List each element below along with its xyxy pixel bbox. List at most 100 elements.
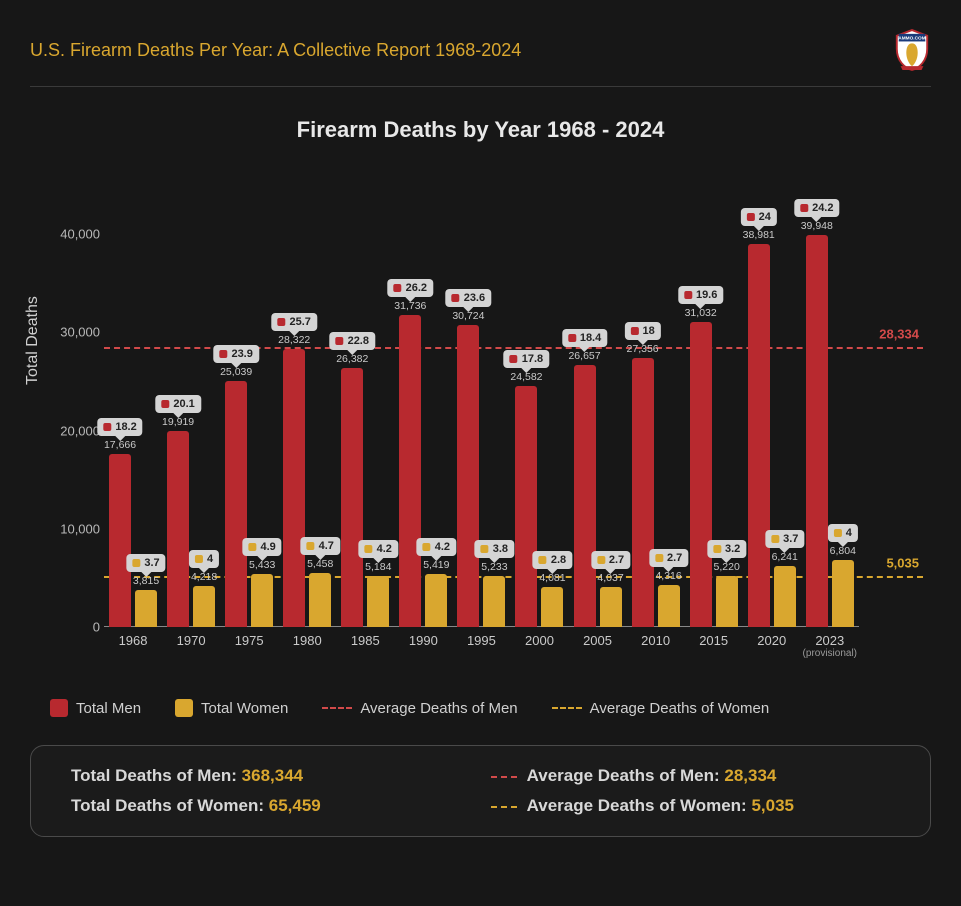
tooltip-men-rate: 24 xyxy=(759,211,771,223)
legend-avg-men-label: Average Deaths of Men xyxy=(360,700,517,717)
tooltip-women-rate: 4.7 xyxy=(319,540,334,552)
tooltip-women-rate: 4 xyxy=(846,527,852,539)
year-group: 26,38222.85,1844.2 xyxy=(337,195,393,627)
x-tick: 1975 xyxy=(221,633,277,659)
tooltip-men-rate: 17.8 xyxy=(522,353,543,365)
legend-men: Total Men xyxy=(50,699,141,717)
bar-men-tooltip: 19.6 xyxy=(678,286,723,304)
tooltip-swatch-icon xyxy=(219,350,227,358)
summary-total-women: Total Deaths of Women: 65,459 xyxy=(71,796,471,816)
legend-women: Total Women xyxy=(175,699,288,717)
summary-avg-women-label: Average Deaths of Women: xyxy=(527,796,747,815)
bar-men: 17,66618.2 xyxy=(109,454,131,627)
legend-men-swatch xyxy=(50,699,68,717)
summary-avg-women-dash xyxy=(491,806,517,808)
year-group: 26,65718.44,0372.7 xyxy=(570,195,626,627)
tooltip-men-rate: 18.4 xyxy=(580,332,601,344)
tooltip-men-rate: 19.6 xyxy=(696,289,717,301)
legend: Total Men Total Women Average Deaths of … xyxy=(50,699,931,717)
summary-total-women-label: Total Deaths of Women: xyxy=(71,796,264,815)
bar-women-tooltip: 4 xyxy=(828,524,858,542)
tooltip-men-rate: 26.2 xyxy=(406,282,427,294)
bar-women: 4,3162.7 xyxy=(658,585,680,627)
bar-men-tooltip: 20.1 xyxy=(155,395,200,413)
bar-men: 27,35618 xyxy=(632,358,654,627)
x-tick: 2023(provisional) xyxy=(802,633,858,659)
tooltip-men-rate: 22.8 xyxy=(348,335,369,347)
summary-total-men-value: 368,344 xyxy=(242,766,303,785)
legend-men-label: Total Men xyxy=(76,700,141,717)
x-tick: 1995 xyxy=(453,633,509,659)
bar-men-tooltip: 23.9 xyxy=(213,345,258,363)
y-tick: 10,000 xyxy=(50,521,100,536)
tooltip-swatch-icon xyxy=(655,554,663,562)
bar-women: 5,2203.2 xyxy=(716,576,738,627)
svg-text:AMMO.COM: AMMO.COM xyxy=(898,36,925,42)
tooltip-swatch-icon xyxy=(481,545,489,553)
tooltip-men-rate: 25.7 xyxy=(290,316,311,328)
tooltip-swatch-icon xyxy=(307,542,315,550)
bar-men-tooltip: 25.7 xyxy=(272,313,317,331)
x-tick: 2005 xyxy=(570,633,626,659)
bar-women-tooltip: 4 xyxy=(189,550,219,568)
bar-women-tooltip: 2.8 xyxy=(533,551,572,569)
year-group: 27,356184,3162.7 xyxy=(628,195,684,627)
tooltip-swatch-icon xyxy=(568,334,576,342)
tooltip-swatch-icon xyxy=(336,337,344,345)
tooltip-swatch-icon xyxy=(834,529,842,537)
tooltip-men-rate: 23.6 xyxy=(464,292,485,304)
bar-women-tooltip: 3.7 xyxy=(765,530,804,548)
summary-avg-men: Average Deaths of Men: 28,334 xyxy=(491,766,891,786)
x-tick: 1990 xyxy=(395,633,451,659)
tooltip-swatch-icon xyxy=(800,204,808,212)
tooltip-swatch-icon xyxy=(161,400,169,408)
bar-men: 26,38222.8 xyxy=(341,368,363,627)
bar-women: 5,1844.2 xyxy=(367,576,389,627)
x-axis: 1968197019751980198519901995200020052010… xyxy=(104,633,859,659)
tooltip-women-rate: 2.7 xyxy=(667,552,682,564)
year-group: 24,58217.84,0812.8 xyxy=(511,195,567,627)
bar-women: 4,0812.8 xyxy=(541,587,563,627)
legend-avg-women-label: Average Deaths of Women xyxy=(590,700,770,717)
y-axis-ticks: 010,00020,00030,00040,000 xyxy=(50,195,100,627)
brand-logo: AMMO.COM xyxy=(893,28,931,72)
bar-men-tooltip: 18.4 xyxy=(562,329,607,347)
year-group: 19,91920.14,2184 xyxy=(163,195,219,627)
summary-total-men-label: Total Deaths of Men: xyxy=(71,766,237,785)
year-group: 17,66618.23,8153.7 xyxy=(105,195,161,627)
tooltip-swatch-icon xyxy=(630,327,638,335)
chart-area: Total Deaths 010,00020,00030,00040,000 2… xyxy=(30,155,931,675)
bar-women-tooltip: 2.7 xyxy=(649,549,688,567)
tooltip-men-rate: 20.1 xyxy=(173,398,194,410)
bar-women-tooltip: 4.2 xyxy=(359,540,398,558)
bar-men: 38,98124 xyxy=(748,244,770,627)
tooltip-women-rate: 2.7 xyxy=(609,554,624,566)
x-tick: 2010 xyxy=(628,633,684,659)
bar-men: 19,91920.1 xyxy=(167,431,189,627)
y-tick: 40,000 xyxy=(50,227,100,242)
tooltip-women-rate: 4.2 xyxy=(377,543,392,555)
tooltip-swatch-icon xyxy=(510,355,518,363)
bar-women: 5,4584.7 xyxy=(309,573,331,627)
summary-box: Total Deaths of Men: 368,344 Average Dea… xyxy=(30,745,931,837)
bar-men-tooltip: 26.2 xyxy=(388,279,433,297)
plot-area: 010,00020,00030,00040,000 28,334 5,035 1… xyxy=(104,195,859,627)
bar-men: 30,72423.6 xyxy=(457,325,479,627)
tooltip-swatch-icon xyxy=(539,556,547,564)
y-tick: 20,000 xyxy=(50,423,100,438)
bar-women-tooltip: 4.2 xyxy=(417,538,456,556)
bar-men-tooltip: 18 xyxy=(624,322,660,340)
bar-women: 5,2333.8 xyxy=(483,576,505,627)
summary-total-men: Total Deaths of Men: 368,344 xyxy=(71,766,471,786)
y-axis-label: Total Deaths xyxy=(24,296,42,385)
tooltip-swatch-icon xyxy=(394,284,402,292)
bar-men-tooltip: 18.2 xyxy=(97,418,142,436)
tooltip-women-rate: 3.7 xyxy=(783,533,798,545)
tooltip-women-rate: 3.7 xyxy=(144,557,159,569)
year-group: 30,72423.65,2333.8 xyxy=(453,195,509,627)
summary-avg-men-value: 28,334 xyxy=(724,766,776,785)
tooltip-women-rate: 3.2 xyxy=(725,543,740,555)
tooltip-women-rate: 4.9 xyxy=(261,541,276,553)
bar-women-tooltip: 4.7 xyxy=(301,537,340,555)
tooltip-men-rate: 18.2 xyxy=(115,421,136,433)
